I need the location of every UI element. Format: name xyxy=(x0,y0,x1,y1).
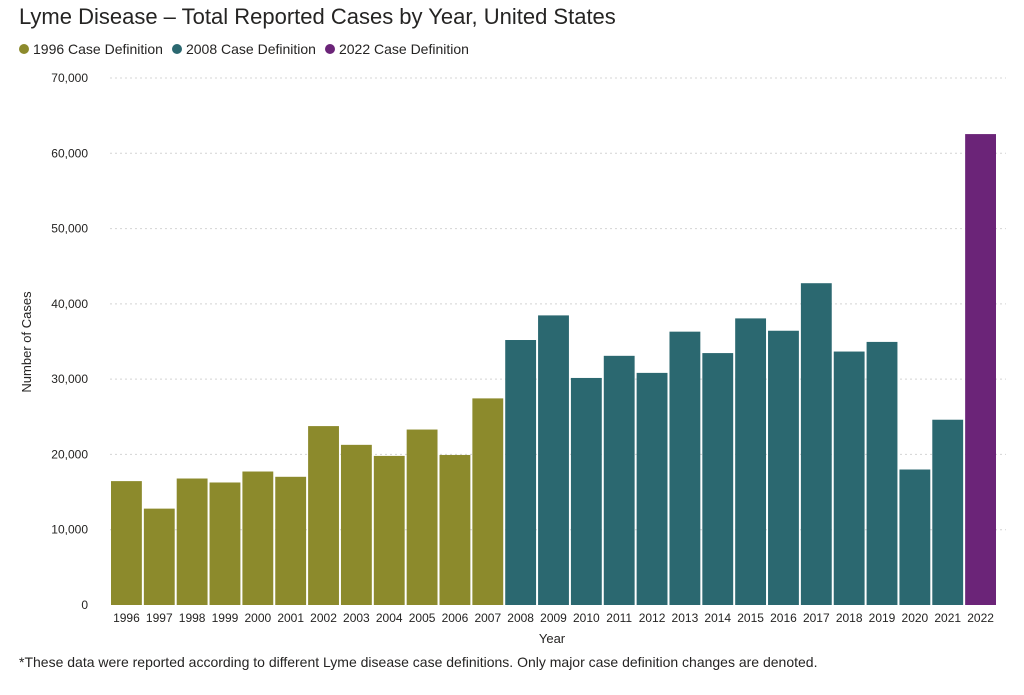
y-axis-title: Number of Cases xyxy=(19,291,34,393)
bar-2017[interactable] xyxy=(800,283,832,605)
legend-dot-1996 xyxy=(19,44,29,54)
y-axis-ticks: 0 10,000 20,000 30,000 40,000 50,000 60,000 70,… xyxy=(51,71,88,612)
bar-2015[interactable] xyxy=(735,318,767,605)
x-tick-label: 2000 xyxy=(244,611,271,625)
bar-2019[interactable] xyxy=(866,341,898,605)
x-tick-label: 2018 xyxy=(836,611,863,625)
bar-2006[interactable] xyxy=(439,454,471,605)
x-tick-label: 2014 xyxy=(704,611,731,625)
x-tick-label: 2015 xyxy=(737,611,764,625)
x-tick-label: 2010 xyxy=(573,611,600,625)
y-tick-label: 60,000 xyxy=(51,146,88,160)
legend-label-2008: 2008 Case Definition xyxy=(185,41,316,57)
bar-1998[interactable] xyxy=(176,478,208,605)
bar-2021[interactable] xyxy=(932,419,964,605)
legend: 1996 Case Definition 2008 Case Definitio… xyxy=(19,41,478,57)
bar-2004[interactable] xyxy=(373,455,405,605)
y-tick-label: 20,000 xyxy=(51,447,88,461)
bar-2011[interactable] xyxy=(603,355,635,605)
legend-dot-2022 xyxy=(324,44,335,54)
bar-2001[interactable] xyxy=(275,476,307,605)
x-tick-label: 2008 xyxy=(507,611,534,625)
legend-label-1996: 1996 Case Definition xyxy=(33,41,163,57)
y-tick-label: 50,000 xyxy=(51,222,88,236)
bar-2012[interactable] xyxy=(636,372,668,605)
x-tick-label: 2021 xyxy=(934,611,961,625)
bar-2007[interactable] xyxy=(472,398,504,605)
bar-2018[interactable] xyxy=(833,351,865,605)
bar-2010[interactable] xyxy=(570,377,602,605)
y-tick-label: 0 xyxy=(81,598,88,612)
x-tick-label: 2022 xyxy=(967,611,994,625)
bar-1997[interactable] xyxy=(143,508,175,605)
x-tick-label: 2016 xyxy=(770,611,797,625)
footnote: *These data were reported according to d… xyxy=(19,654,818,670)
bar-2020[interactable] xyxy=(899,469,931,605)
x-tick-label: 1999 xyxy=(212,611,239,625)
legend-dot-2008 xyxy=(171,44,182,54)
legend-item-2022[interactable]: 2022 Case Definition xyxy=(324,41,469,57)
legend-item-1996[interactable]: 1996 Case Definition xyxy=(19,41,163,57)
bar-2005[interactable] xyxy=(406,429,438,605)
bar-2002[interactable] xyxy=(308,426,339,605)
bars xyxy=(111,134,996,605)
x-tick-label: 2004 xyxy=(376,611,403,625)
bar-2003[interactable] xyxy=(340,444,372,605)
bar-2000[interactable] xyxy=(242,471,274,605)
x-tick-label: 2012 xyxy=(639,611,666,625)
x-tick-label: 2001 xyxy=(277,611,304,625)
x-tick-label: 1996 xyxy=(113,611,140,625)
x-tick-label: 2005 xyxy=(409,611,436,625)
y-tick-label: 70,000 xyxy=(51,71,88,85)
x-tick-label: 1997 xyxy=(146,611,173,625)
bar-1999[interactable] xyxy=(209,482,241,605)
bar-chart: 0 10,000 20,000 30,000 40,000 50,000 60,000 70,… xyxy=(19,71,1006,646)
y-tick-label: 30,000 xyxy=(51,372,88,386)
x-tick-label: 2011 xyxy=(606,611,632,625)
y-tick-label: 40,000 xyxy=(51,297,88,311)
x-tick-label: 2017 xyxy=(803,611,830,625)
x-tick-label: 2009 xyxy=(540,611,567,625)
chart-title: Lyme Disease – Total Reported Cases by Y… xyxy=(19,4,616,29)
legend-item-2008[interactable]: 2008 Case Definition xyxy=(171,41,316,57)
legend-label-2022: 2022 Case Definition xyxy=(338,41,469,57)
x-tick-label: 2019 xyxy=(869,611,896,625)
bar-2016[interactable] xyxy=(768,330,799,605)
x-tick-label: 2013 xyxy=(672,611,699,625)
y-tick-label: 10,000 xyxy=(51,523,88,537)
bar-2009[interactable] xyxy=(538,315,569,605)
bar-2022[interactable] xyxy=(965,134,996,605)
bar-2013[interactable] xyxy=(669,331,701,605)
x-tick-label: 2006 xyxy=(442,611,469,625)
x-tick-label: 1998 xyxy=(179,611,206,625)
x-axis-title: Year xyxy=(539,631,566,646)
bar-2014[interactable] xyxy=(702,353,734,605)
x-tick-label: 2003 xyxy=(343,611,370,625)
bar-1996[interactable] xyxy=(111,481,142,605)
x-tick-label: 2020 xyxy=(902,611,929,625)
bar-2008[interactable] xyxy=(505,340,537,605)
x-axis-ticks: 1996 1997 1998 1999 2000 2001 2002 2003 2004 2005… xyxy=(113,611,994,625)
x-tick-label: 2002 xyxy=(310,611,337,625)
x-tick-label: 2007 xyxy=(474,611,501,625)
